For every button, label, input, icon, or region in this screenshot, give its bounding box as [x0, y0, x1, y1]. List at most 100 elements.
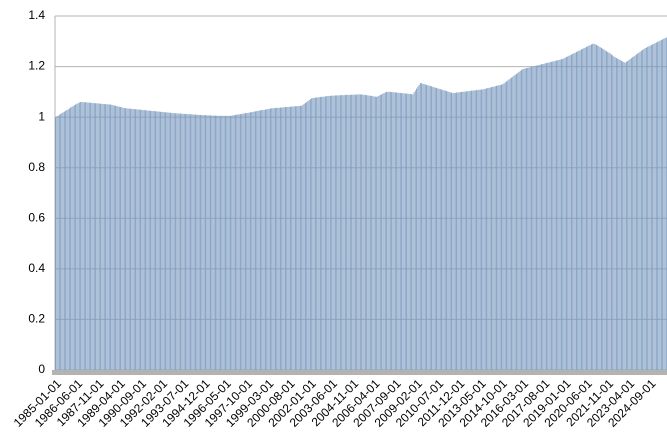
bar — [388, 91, 390, 370]
bar — [117, 106, 119, 370]
bar — [140, 109, 141, 370]
bar — [195, 114, 196, 370]
bar — [70, 107, 72, 370]
bar — [466, 91, 467, 370]
bar — [215, 115, 216, 370]
bar — [524, 68, 526, 370]
bar — [586, 46, 587, 370]
bar — [647, 46, 649, 370]
bar — [518, 71, 520, 370]
bar — [653, 43, 655, 371]
bar — [267, 109, 269, 371]
bar — [180, 113, 181, 371]
bar — [512, 76, 514, 370]
bar — [289, 106, 291, 371]
bar — [322, 96, 324, 370]
y-tick-label: 0.6 — [28, 210, 45, 224]
bar — [187, 114, 189, 370]
bar — [232, 115, 234, 370]
bar — [313, 97, 315, 370]
bar — [196, 114, 198, 370]
bar — [639, 51, 641, 370]
bar — [467, 91, 469, 370]
bar — [207, 115, 209, 370]
y-tick-label: 1.4 — [28, 8, 45, 22]
bar — [307, 100, 309, 371]
bar — [98, 103, 100, 370]
bar — [363, 94, 365, 371]
bar — [576, 51, 577, 371]
bar — [348, 94, 350, 371]
bar — [572, 53, 574, 371]
bar — [588, 45, 590, 370]
bar — [303, 103, 305, 371]
bar — [223, 115, 225, 370]
bar — [649, 45, 651, 370]
bar — [131, 108, 133, 370]
bar — [231, 115, 233, 370]
bar — [287, 107, 289, 371]
bar — [493, 86, 495, 370]
bar — [127, 108, 129, 370]
bar — [536, 65, 537, 370]
bar — [227, 115, 229, 370]
bar — [642, 49, 644, 370]
bar — [568, 55, 570, 370]
bar — [399, 92, 401, 371]
bar — [135, 109, 136, 370]
bar — [364, 94, 366, 371]
bar — [547, 62, 549, 371]
bar — [473, 90, 475, 370]
bar — [246, 113, 248, 371]
bar — [228, 115, 230, 370]
bar — [138, 109, 140, 371]
bar — [516, 73, 517, 370]
bar — [316, 97, 318, 371]
bar — [235, 114, 236, 370]
bar — [142, 110, 144, 370]
bar — [218, 115, 220, 370]
bar — [266, 109, 268, 370]
bar — [256, 111, 258, 371]
bar — [579, 50, 581, 371]
bar — [542, 64, 544, 371]
bar — [615, 57, 617, 371]
bar — [662, 39, 664, 371]
bar — [296, 106, 298, 371]
bar — [162, 112, 164, 370]
bar — [439, 89, 441, 370]
bar — [423, 84, 425, 371]
bar — [226, 115, 228, 370]
bar — [166, 112, 168, 371]
bar — [471, 90, 472, 370]
bar — [123, 108, 125, 370]
bar — [409, 93, 411, 370]
bar — [198, 114, 200, 370]
bar — [392, 92, 394, 371]
bar — [514, 74, 516, 371]
bar — [534, 65, 536, 370]
bar — [368, 95, 370, 371]
bar — [66, 110, 68, 370]
bar — [655, 42, 657, 371]
bar — [468, 91, 470, 370]
bar — [397, 92, 399, 370]
bar — [613, 56, 615, 370]
bar — [188, 114, 190, 370]
bar — [633, 56, 635, 370]
bar — [314, 97, 316, 371]
bar — [205, 115, 206, 371]
bar — [537, 65, 539, 371]
bar — [609, 53, 611, 371]
bar — [624, 62, 626, 371]
bar — [504, 82, 506, 371]
bar — [638, 52, 640, 371]
bar — [614, 57, 616, 371]
bar — [155, 111, 156, 370]
bar — [306, 101, 308, 370]
bar — [640, 50, 642, 371]
bar — [371, 95, 373, 370]
bar — [190, 114, 191, 371]
bar — [481, 89, 482, 371]
